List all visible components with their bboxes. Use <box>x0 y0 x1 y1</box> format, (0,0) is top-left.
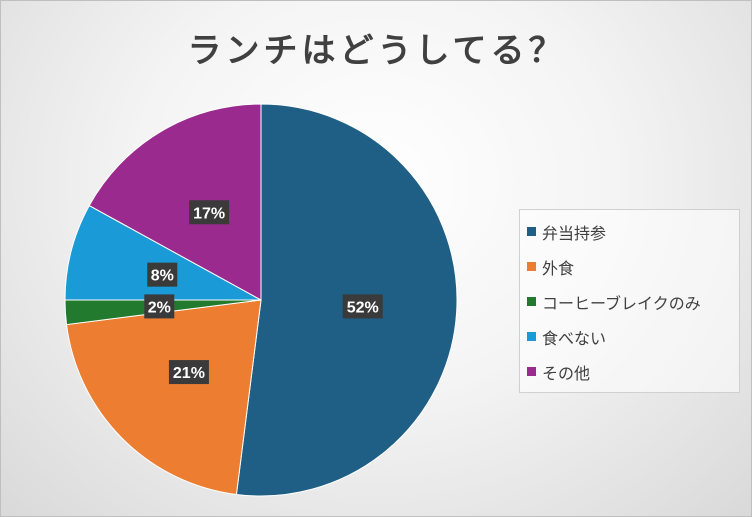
legend-swatch <box>527 227 536 236</box>
data-label-box <box>147 262 178 287</box>
legend-label: 食べない <box>542 328 607 348</box>
legend-swatch <box>527 297 536 306</box>
data-label-text: 2% <box>148 299 171 316</box>
legend: 弁当持参 外食 コーヒーブレイクのみ 食べない その他 <box>519 209 740 393</box>
legend-item-other: その他 <box>520 354 739 389</box>
legend-item-bento: 弁当持参 <box>520 214 739 249</box>
pie-slice-eating-out <box>65 299 262 496</box>
data-label-text: 52% <box>347 299 379 316</box>
legend-swatch <box>527 332 536 341</box>
legend-label: コーヒーブレイクのみ <box>542 293 701 313</box>
chart-title: ランチはどうしてる？ <box>187 31 567 71</box>
data-label-box <box>189 200 230 225</box>
legend-label: その他 <box>542 363 591 383</box>
data-label-no-lunch: 8% <box>147 262 178 287</box>
data-label-text: 17% <box>193 205 225 222</box>
data-label-box <box>342 294 383 319</box>
legend-label: 外食 <box>542 258 575 278</box>
data-label-bento: 52% <box>342 294 383 319</box>
legend-item-eating-out: 外食 <box>520 249 739 284</box>
data-label-text: 21% <box>173 365 205 382</box>
data-label-box <box>144 294 175 319</box>
data-label-text: 8% <box>151 268 174 285</box>
data-label-coffee-break: 2% <box>144 294 175 319</box>
pie-slice-no-lunch <box>64 204 262 301</box>
pie-slice-other <box>88 103 262 301</box>
data-label-other: 17% <box>189 200 230 225</box>
data-label-eating-out: 21% <box>168 360 209 385</box>
legend-item-no-lunch: 食べない <box>520 319 739 354</box>
data-label-box <box>168 360 209 385</box>
legend-swatch <box>527 262 536 271</box>
legend-item-coffee-break: コーヒーブレイクのみ <box>520 284 739 319</box>
legend-label: 弁当持参 <box>542 223 607 243</box>
legend-swatch <box>527 367 536 376</box>
